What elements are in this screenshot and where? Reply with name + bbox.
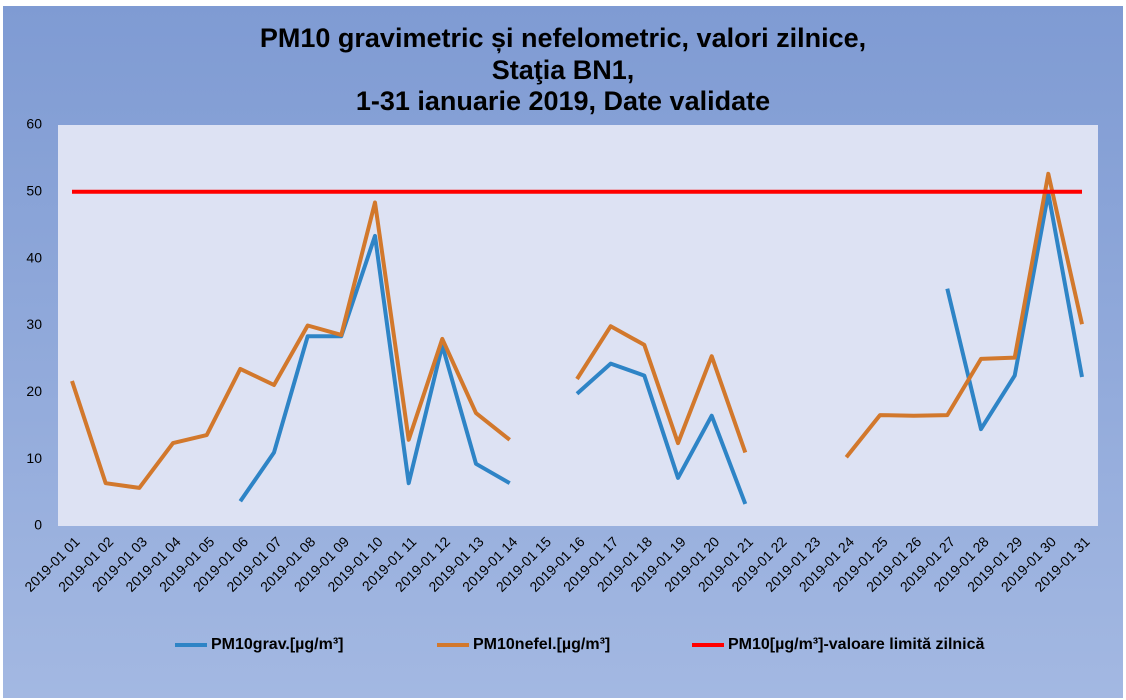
plot-area	[58, 125, 1098, 526]
y-tick-label: 60	[26, 116, 42, 132]
legend-label: PM10nefel.[µg/m³]	[473, 636, 610, 653]
legend-label: PM10grav.[µg/m³]	[211, 636, 344, 653]
y-tick-label: 10	[26, 450, 42, 466]
y-tick-label: 0	[34, 517, 42, 533]
series-line	[70, 171, 1084, 490]
legend-label: PM10[µg/m³]-valoare limită zilnică	[728, 636, 985, 653]
chart-title: Staţia BN1,	[492, 55, 635, 85]
y-tick-label: 30	[26, 316, 42, 332]
chart-title: PM10 gravimetric și nefelometric, valori…	[260, 23, 866, 53]
y-tick-label: 20	[26, 383, 42, 399]
y-tick-label: 50	[26, 183, 42, 199]
series-line	[238, 191, 1084, 505]
y-tick-label: 40	[26, 249, 42, 265]
chart-title: 1-31 ianuarie 2019, Date validate	[356, 86, 770, 116]
